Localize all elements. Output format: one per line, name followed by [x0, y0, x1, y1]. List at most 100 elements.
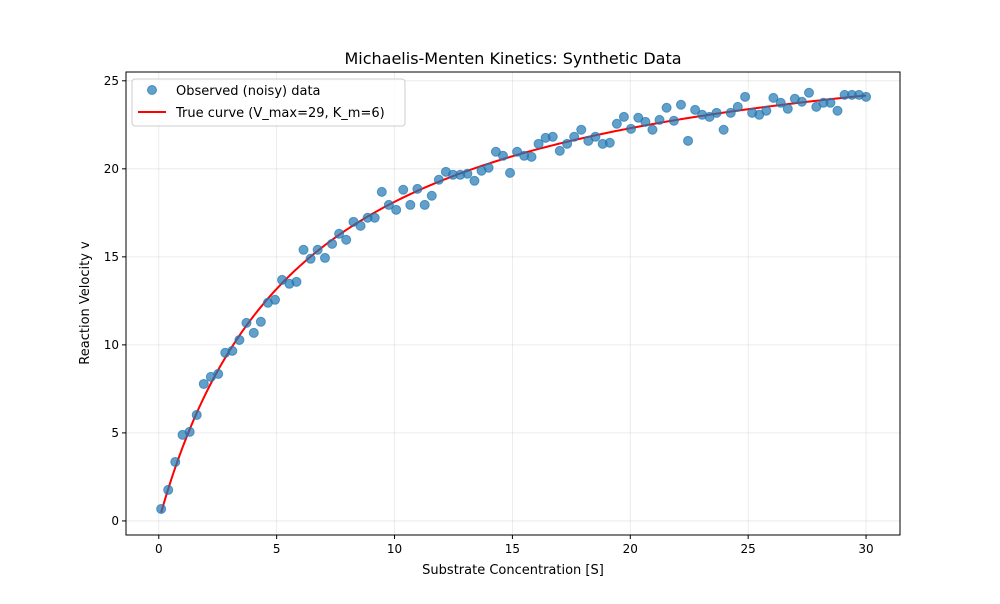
data-point [419, 199, 430, 210]
data-point [668, 115, 679, 126]
data-point [483, 162, 494, 173]
x-tick-label: 20 [623, 542, 638, 556]
data-point [312, 244, 323, 255]
y-tick-label: 5 [111, 426, 119, 440]
data-point [248, 327, 259, 338]
y-tick-label: 15 [104, 250, 119, 264]
data-point [298, 244, 309, 255]
scatter-points [156, 87, 872, 514]
data-point [355, 220, 366, 231]
data-point [170, 456, 181, 467]
legend: Observed (noisy) data True curve (V_max=… [131, 78, 406, 127]
chart-title: Michaelis-Menten Kinetics: Synthetic Dat… [344, 49, 681, 68]
data-point [832, 105, 843, 116]
data-point [319, 252, 330, 263]
data-point [191, 409, 202, 420]
data-point [775, 97, 786, 108]
data-point [426, 190, 437, 201]
y-tick-label: 10 [104, 338, 119, 352]
data-point [376, 186, 387, 197]
data-point [497, 150, 508, 161]
data-point [341, 234, 352, 245]
data-point [604, 137, 615, 148]
data-point [796, 96, 807, 107]
legend-box [131, 78, 406, 127]
x-tick-label: 25 [741, 542, 756, 556]
x-tick-label: 10 [387, 542, 402, 556]
data-point [270, 294, 281, 305]
grid [126, 72, 900, 535]
data-point [718, 124, 729, 135]
y-tick-label: 0 [111, 514, 119, 528]
data-point [462, 168, 473, 179]
axes-frame [125, 71, 901, 536]
data-point [761, 105, 772, 116]
x-tick-label: 30 [858, 542, 873, 556]
data-point [398, 184, 409, 195]
data-point [391, 204, 402, 215]
data-point [255, 316, 266, 327]
data-point [861, 91, 872, 102]
x-tick-label: 0 [155, 542, 163, 556]
data-point [305, 253, 316, 264]
data-point [547, 131, 558, 142]
data-point [732, 101, 743, 112]
data-point [469, 175, 480, 186]
data-point [433, 174, 444, 185]
data-point [683, 135, 694, 146]
data-point [184, 426, 195, 437]
data-point [227, 345, 238, 356]
data-point [213, 368, 224, 379]
data-point [241, 317, 252, 328]
data-point [768, 92, 779, 103]
x-axis-ticks: 0 5 10 15 20 25 30 [155, 535, 874, 556]
data-point [590, 131, 601, 142]
x-axis-label: Substrate Concentration [S] [422, 563, 604, 578]
data-point [234, 334, 245, 345]
data-point [740, 91, 751, 102]
x-tick-label: 5 [273, 542, 281, 556]
data-point [782, 103, 793, 114]
data-point [369, 212, 380, 223]
curve-layer [160, 94, 867, 513]
data-point [711, 107, 722, 118]
y-tick-label: 25 [104, 74, 119, 88]
data-point [654, 114, 665, 125]
data-point [690, 104, 701, 115]
data-point [526, 151, 537, 162]
data-point [533, 138, 544, 149]
data-point [725, 107, 736, 118]
data-point [618, 111, 629, 122]
legend-label-observed: Observed (noisy) data [176, 84, 321, 99]
data-point [675, 99, 686, 110]
data-point [576, 124, 587, 135]
legend-marker-observed [147, 85, 157, 95]
legend-label-true-curve: True curve (V_max=29, K_m=6) [175, 106, 385, 121]
data-point [647, 124, 658, 135]
data-point [383, 199, 394, 210]
data-point [156, 503, 167, 514]
y-axis-label: Reaction Velocity v [78, 241, 93, 365]
data-point [625, 123, 636, 134]
data-point [198, 378, 209, 389]
data-point [569, 131, 580, 142]
data-point [412, 183, 423, 194]
data-point [327, 238, 338, 249]
data-point [825, 97, 836, 108]
y-axis-ticks: 0 5 10 15 20 25 [104, 74, 126, 528]
data-point [562, 138, 573, 149]
data-point [661, 102, 672, 113]
data-point [803, 87, 814, 98]
y-tick-label: 20 [104, 162, 119, 176]
x-tick-label: 15 [505, 542, 520, 556]
data-point [291, 276, 302, 287]
data-point [334, 228, 345, 239]
data-point [405, 199, 416, 210]
data-point [554, 145, 565, 156]
data-point [640, 116, 651, 127]
data-point [163, 484, 174, 495]
data-point [611, 118, 622, 129]
data-point [505, 167, 516, 178]
true-curve-line [160, 94, 867, 513]
